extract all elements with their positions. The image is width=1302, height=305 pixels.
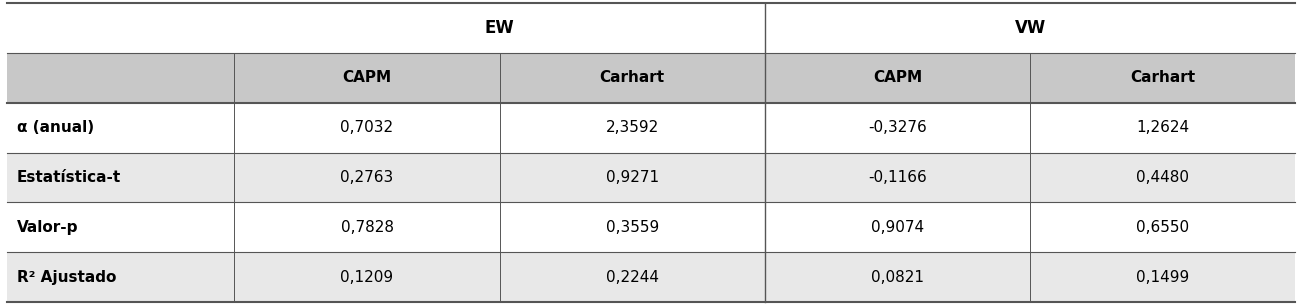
Bar xyxy=(7,3,1295,53)
Text: CAPM: CAPM xyxy=(342,70,392,85)
Text: 0,1209: 0,1209 xyxy=(340,270,393,285)
Bar xyxy=(7,53,1295,103)
Text: VW: VW xyxy=(1014,19,1046,37)
Bar xyxy=(7,103,1295,152)
Text: 2,3592: 2,3592 xyxy=(605,120,659,135)
Bar xyxy=(7,202,1295,252)
Text: -0,3276: -0,3276 xyxy=(868,120,927,135)
Text: Carhart: Carhart xyxy=(1130,70,1195,85)
Text: α (anual): α (anual) xyxy=(17,120,94,135)
Text: 0,2763: 0,2763 xyxy=(340,170,393,185)
Text: EW: EW xyxy=(484,19,514,37)
Bar xyxy=(7,152,1295,202)
Text: Estatística-t: Estatística-t xyxy=(17,170,121,185)
Bar xyxy=(7,252,1295,302)
Text: 0,9074: 0,9074 xyxy=(871,220,924,235)
Text: 1,2624: 1,2624 xyxy=(1137,120,1190,135)
Text: 0,1499: 0,1499 xyxy=(1137,270,1190,285)
Text: 0,2244: 0,2244 xyxy=(605,270,659,285)
Text: CAPM: CAPM xyxy=(874,70,922,85)
Text: Valor-p: Valor-p xyxy=(17,220,78,235)
Text: 0,0821: 0,0821 xyxy=(871,270,924,285)
Text: Carhart: Carhart xyxy=(600,70,665,85)
Text: 0,3559: 0,3559 xyxy=(605,220,659,235)
Text: -0,1166: -0,1166 xyxy=(868,170,927,185)
Text: 0,7828: 0,7828 xyxy=(341,220,393,235)
Text: R² Ajustado: R² Ajustado xyxy=(17,270,116,285)
Text: 0,7032: 0,7032 xyxy=(340,120,393,135)
Text: 0,6550: 0,6550 xyxy=(1137,220,1190,235)
Text: 0,4480: 0,4480 xyxy=(1137,170,1189,185)
Text: 0,9271: 0,9271 xyxy=(605,170,659,185)
